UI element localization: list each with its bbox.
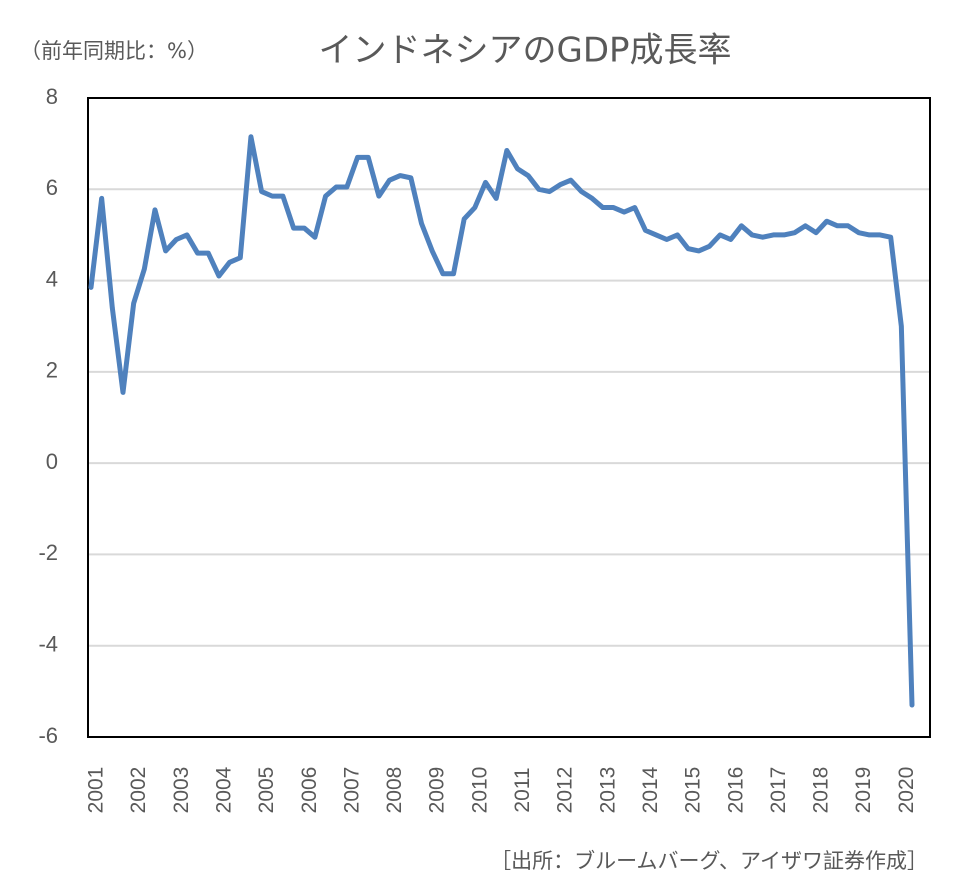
x-tick-label: 2002 [127,767,150,814]
y-tick-label: 6 [46,175,58,200]
x-tick-label: 2008 [383,767,406,814]
x-tick-label: 2020 [895,767,918,814]
x-tick-label: 2009 [426,767,449,814]
x-tick-label: 2016 [724,767,747,814]
source-note: ［出所：ブルームバーグ、アイザワ証券作成］ [490,849,928,873]
x-tick-label: 2017 [767,767,790,814]
x-tick-label: 2013 [596,767,619,814]
plot-border [87,97,931,738]
x-tick-label: 2006 [298,767,321,814]
y-axis-label: （前年同期比：%） [20,39,208,63]
y-tick-label: -2 [38,540,58,565]
y-tick-label: 0 [46,449,58,474]
data-line [88,134,915,708]
x-tick-label: 2014 [639,766,662,813]
x-tick-label: 2011 [511,767,534,812]
y-tick-label: 2 [46,358,58,383]
y-tick-label: -4 [38,632,58,657]
x-tick-label: 2015 [682,767,705,814]
y-tick-label: 4 [46,266,58,291]
x-tick-label: 2018 [810,767,833,814]
x-tick-label: 2019 [852,767,875,814]
x-tick-label: 2001 [85,767,108,814]
x-tick-label: 2004 [212,766,235,813]
x-tick-label: 2010 [468,767,491,814]
x-tick-label: 2007 [340,767,363,814]
x-tick-label: 2005 [255,767,278,814]
x-tick-label: 2003 [170,767,193,814]
y-tick-label: -6 [38,723,58,748]
x-tick-label: 2012 [554,767,577,814]
y-tick-label: 8 [46,84,58,109]
chart-title: インドネシアのGDP成長率 [318,31,731,71]
